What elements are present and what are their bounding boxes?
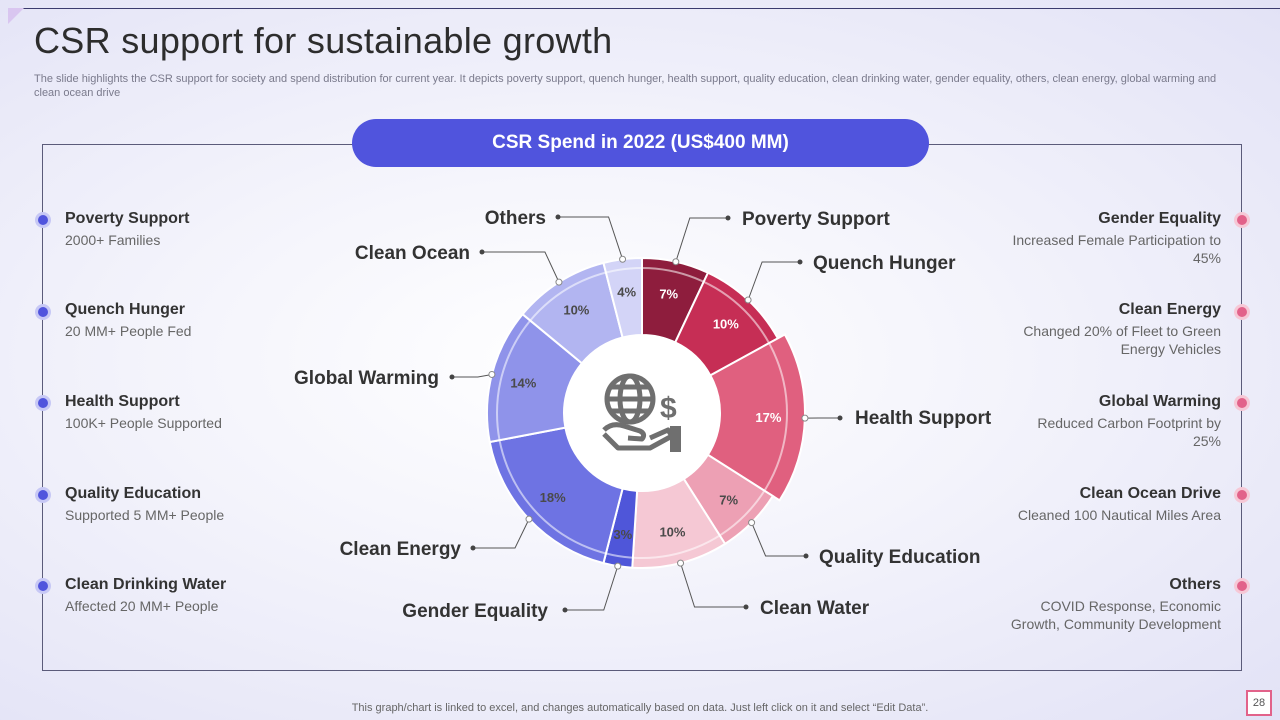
left-marker-2 [38, 307, 48, 317]
right-item-desc: Increased Female Participation to 45% [1012, 232, 1221, 266]
right-item-heading: Gender Equality [1098, 210, 1221, 227]
left-item-heading: Health Support [65, 393, 180, 410]
page-title: CSR support for sustainable growth [34, 20, 613, 61]
right-item-gender-equality: Gender Equality Increased Female Partici… [1010, 210, 1221, 267]
left-item-desc: 20 MM+ People Fed [65, 323, 192, 339]
left-marker-3 [38, 398, 48, 408]
footer-note: This graph/chart is linked to excel, and… [351, 702, 929, 714]
right-marker-5 [1237, 581, 1247, 591]
right-item-heading: Clean Energy [1118, 301, 1221, 318]
left-marker-4 [38, 490, 48, 500]
right-item-desc: COVID Response, Economic Growth, Communi… [1010, 598, 1221, 632]
right-item-others: Others COVID Response, Economic Growth, … [1010, 576, 1221, 633]
right-item-heading: Clean Ocean Drive [1079, 485, 1221, 502]
page-number: 28 [1246, 690, 1272, 716]
chart-banner: CSR Spend in 2022 (US$400 MM) [352, 119, 929, 167]
left-item-clean-drinking-water: Clean Drinking Water Affected 20 MM+ Peo… [65, 576, 315, 615]
right-item-clean-ocean-drive: Clean Ocean Drive Cleaned 100 Nautical M… [1010, 485, 1221, 524]
right-item-desc: Reduced Carbon Footprint by 25% [1037, 415, 1221, 449]
left-item-poverty-support: Poverty Support 2000+ Families [65, 210, 315, 249]
left-item-desc: Supported 5 MM+ People [65, 507, 225, 523]
left-marker-1 [38, 215, 48, 225]
left-item-desc: Affected 20 MM+ People [65, 598, 219, 614]
left-item-quality-education: Quality Education Supported 5 MM+ People [65, 485, 315, 524]
right-marker-1 [1237, 215, 1247, 225]
right-marker-4 [1237, 490, 1247, 500]
right-item-heading: Global Warming [1098, 393, 1221, 410]
left-item-desc: 100K+ People Supported [65, 415, 222, 431]
left-item-desc: 2000+ Families [65, 232, 161, 248]
left-item-health-support: Health Support 100K+ People Supported [65, 393, 315, 432]
right-item-global-warming: Global Warming Reduced Carbon Footprint … [1010, 393, 1221, 450]
left-item-heading: Quench Hunger [65, 301, 186, 318]
right-marker-2 [1237, 307, 1247, 317]
left-item-heading: Quality Education [65, 485, 202, 502]
right-item-heading: Others [1169, 576, 1221, 593]
right-item-desc: Changed 20% of Fleet to Green Energy Veh… [1023, 323, 1221, 357]
page-subtitle: The slide highlights the CSR support for… [34, 73, 1217, 99]
right-item-clean-energy: Clean Energy Changed 20% of Fleet to Gre… [1010, 301, 1221, 358]
left-item-heading: Poverty Support [65, 210, 190, 227]
left-item-quench-hunger: Quench Hunger 20 MM+ People Fed [65, 301, 315, 340]
left-marker-5 [38, 581, 48, 591]
left-item-heading: Clean Drinking Water [65, 576, 227, 593]
right-item-desc: Cleaned 100 Nautical Miles Area [1017, 507, 1221, 523]
top-rule [8, 8, 1280, 9]
right-marker-3 [1237, 398, 1247, 408]
corner-decoration [8, 8, 24, 24]
